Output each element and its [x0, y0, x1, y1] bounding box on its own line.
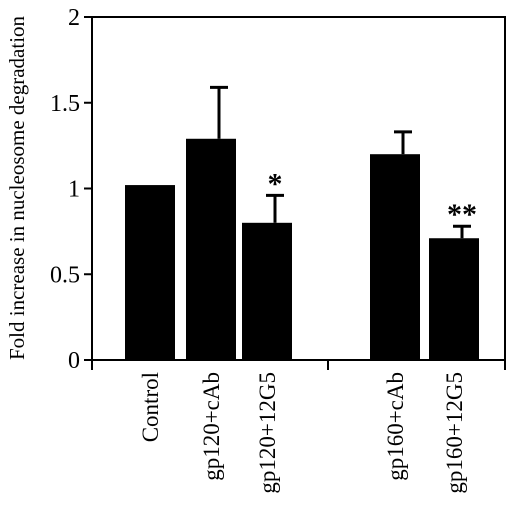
- x-category-label: gp120+cAb: [199, 372, 224, 481]
- error-bars: [210, 85, 471, 239]
- bar: [429, 238, 479, 360]
- bar: [186, 138, 236, 360]
- significance-marker: *: [268, 167, 283, 200]
- significance-marker: **: [447, 198, 477, 231]
- significance-annotations: ***: [268, 167, 478, 231]
- x-category-label: gp160+cAb: [383, 372, 408, 481]
- y-tick-label: 1: [68, 177, 80, 203]
- y-axis-label: Fold increase in nucleosome degradation: [5, 15, 29, 360]
- x-category-label: Control: [138, 372, 163, 442]
- y-tick-label: 2: [68, 5, 80, 31]
- y-tick-label: 1.5: [50, 91, 80, 117]
- y-axis-ticks: 0 0.5 1 1.5 2: [50, 5, 92, 374]
- bar: [242, 222, 292, 360]
- bar: [125, 185, 175, 360]
- bars: [125, 138, 479, 360]
- x-category-label: gp160+12G5: [442, 372, 467, 494]
- x-axis-ticks: [91, 360, 506, 370]
- bar: [370, 154, 420, 360]
- x-category-label: gp120+12G5: [255, 372, 280, 494]
- y-tick-label: 0.5: [50, 262, 80, 288]
- y-tick-label: 0: [68, 348, 80, 374]
- x-axis-labels: Control gp120+cAb gp120+12G5 gp160+cAb gp160…: [138, 372, 467, 494]
